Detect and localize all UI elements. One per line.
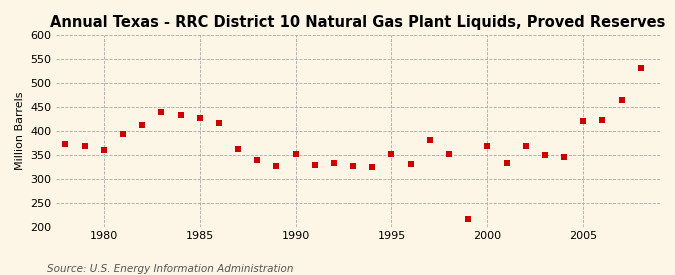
Point: [156, 110, 167, 114]
Point: [367, 165, 378, 169]
Point: [597, 118, 608, 123]
Point: [616, 98, 627, 102]
Point: [386, 152, 397, 156]
Point: [213, 121, 224, 125]
Point: [137, 123, 148, 127]
Point: [233, 147, 244, 151]
Point: [443, 152, 454, 156]
Point: [329, 161, 340, 165]
Point: [501, 161, 512, 166]
Y-axis label: Million Barrels: Million Barrels: [15, 92, 25, 170]
Point: [79, 144, 90, 148]
Text: Source: U.S. Energy Information Administration: Source: U.S. Energy Information Administ…: [47, 264, 294, 274]
Point: [99, 147, 109, 152]
Point: [482, 144, 493, 148]
Point: [309, 163, 320, 167]
Point: [539, 153, 550, 157]
Point: [635, 66, 646, 70]
Point: [117, 132, 128, 136]
Point: [271, 164, 281, 169]
Point: [520, 144, 531, 148]
Point: [194, 116, 205, 120]
Point: [348, 164, 358, 169]
Point: [290, 152, 301, 156]
Point: [425, 138, 435, 142]
Title: Annual Texas - RRC District 10 Natural Gas Plant Liquids, Proved Reserves: Annual Texas - RRC District 10 Natural G…: [50, 15, 666, 30]
Point: [578, 119, 589, 123]
Point: [60, 142, 71, 147]
Point: [405, 162, 416, 167]
Point: [252, 158, 263, 162]
Point: [463, 217, 474, 221]
Point: [175, 112, 186, 117]
Point: [559, 155, 570, 159]
